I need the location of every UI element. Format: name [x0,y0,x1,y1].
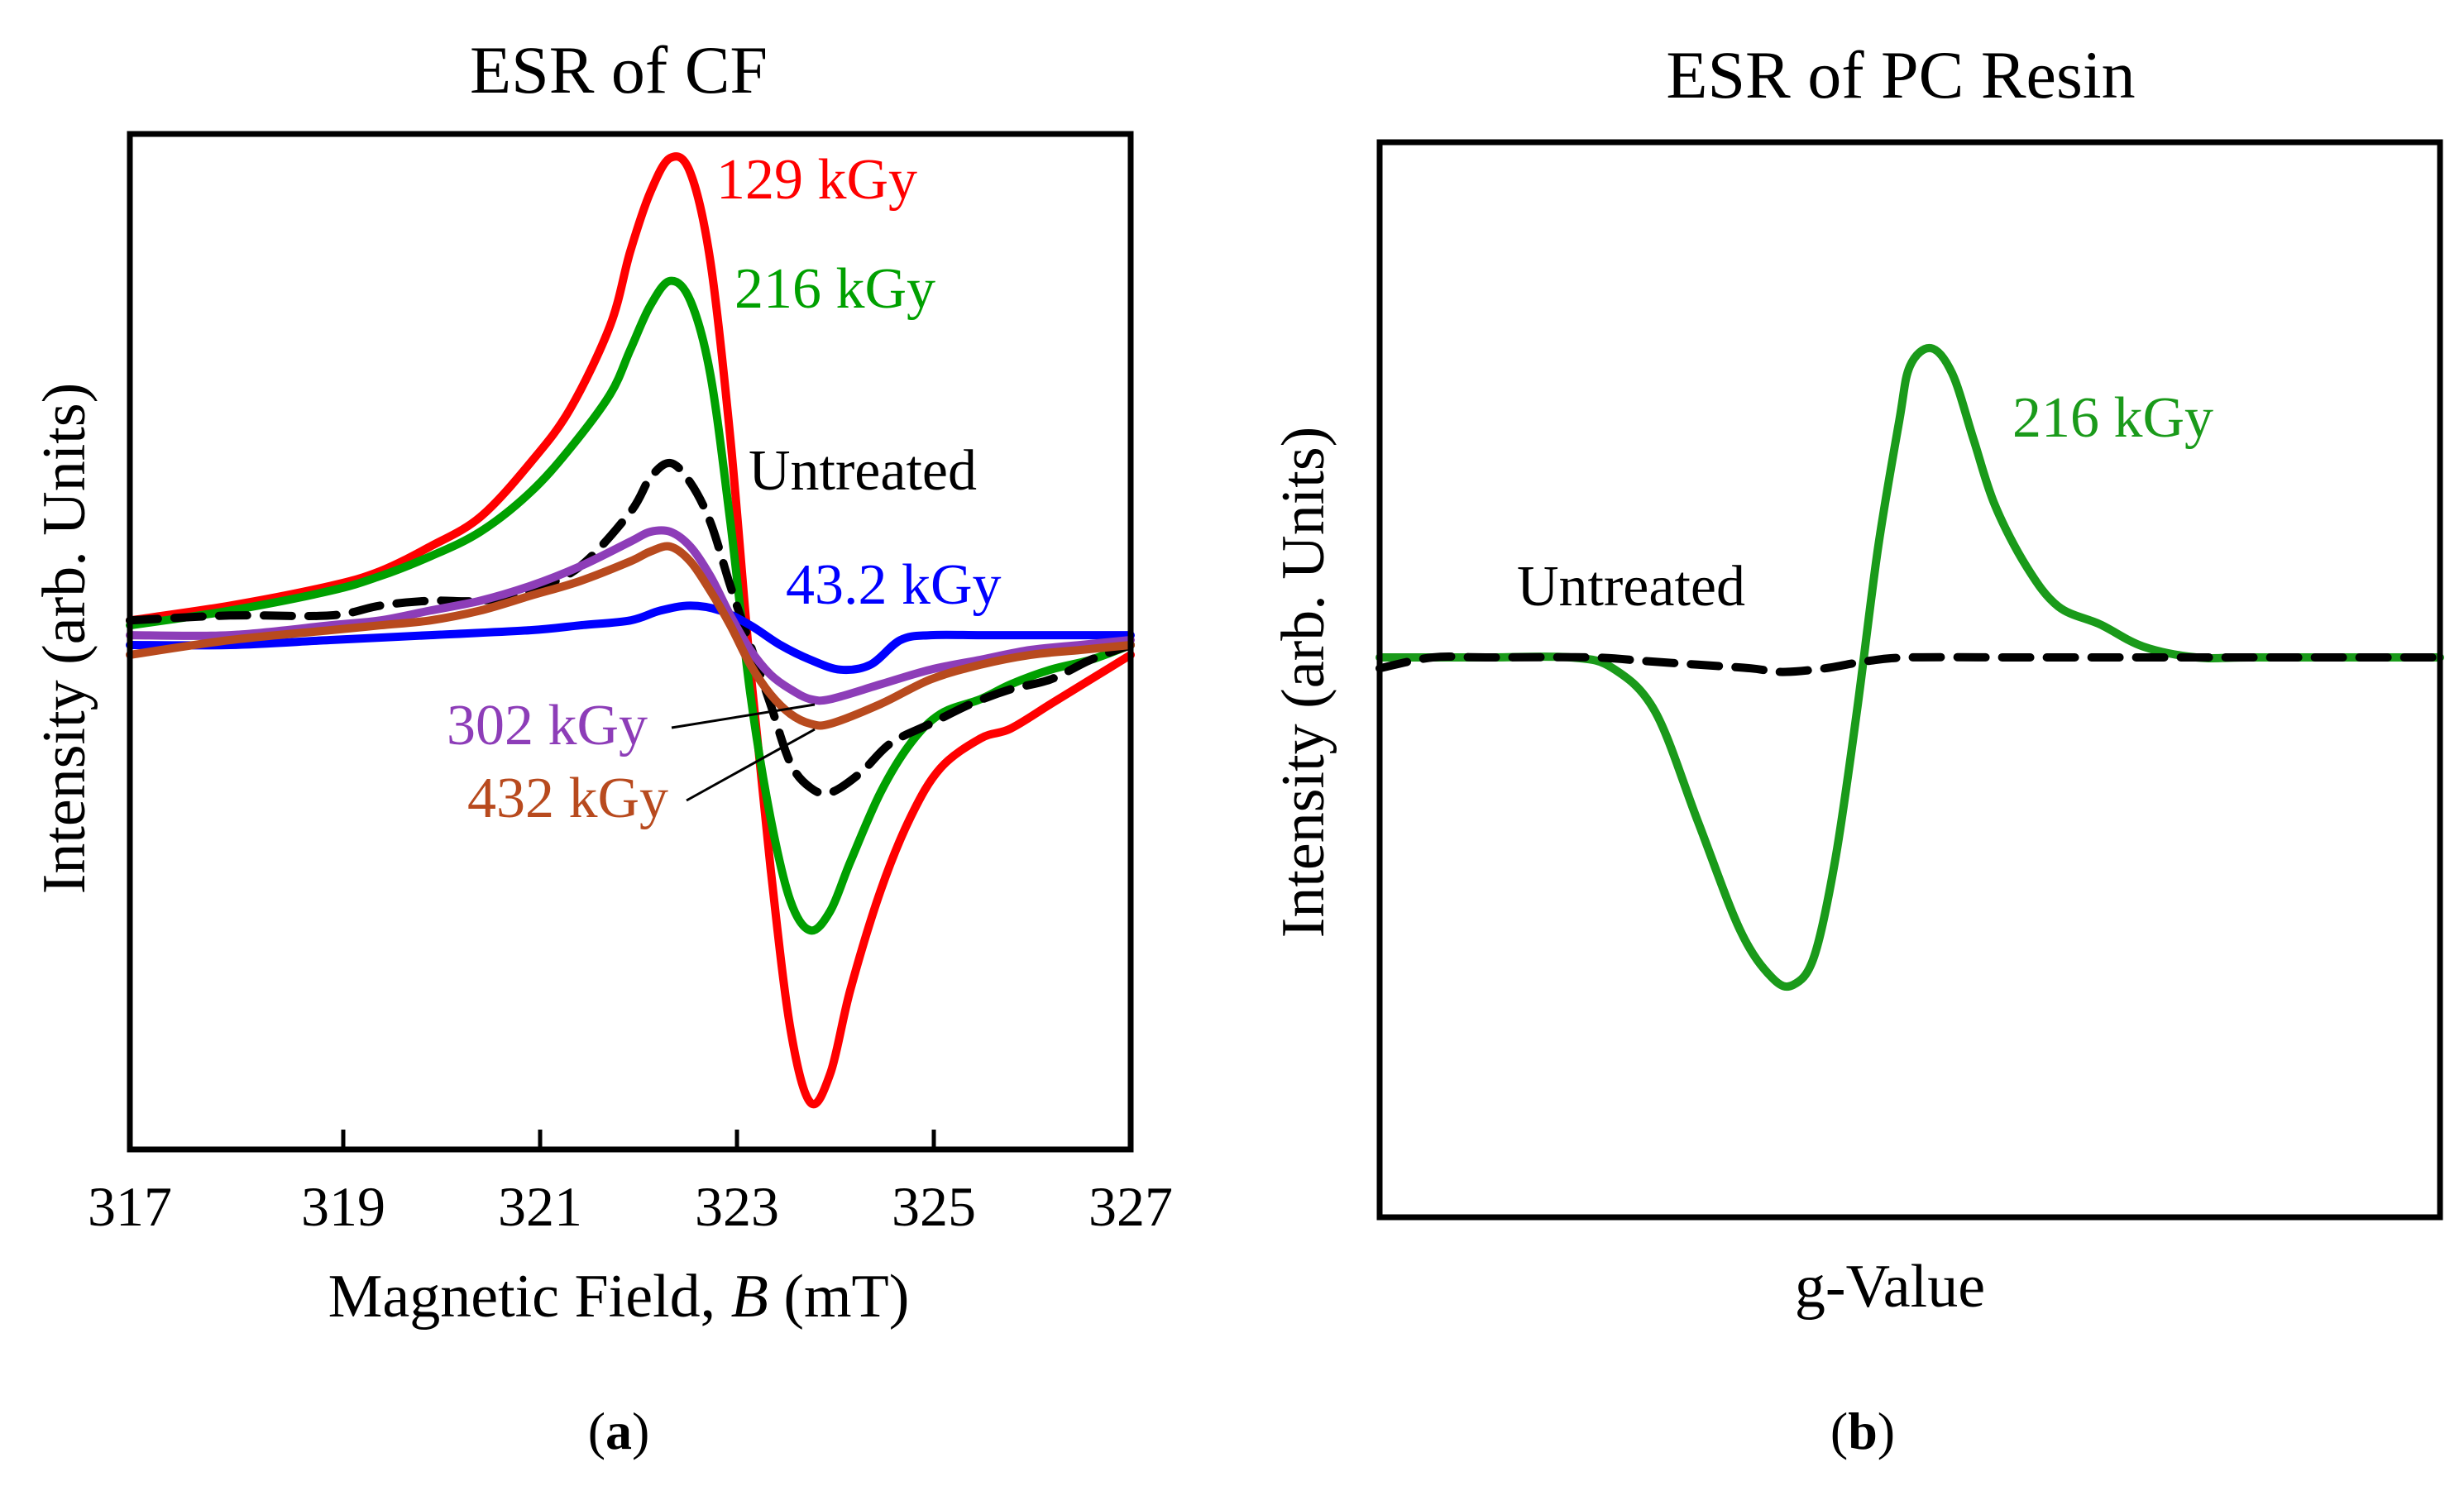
leader-line-302-kgy [671,703,816,729]
panel-b-x-axis-label: g-Value [1795,1253,1985,1321]
label-216-kgy: 216 kGy [2012,386,2213,450]
leader-line-432-kgy [686,728,816,802]
panel-a-x-ticks: 317 319 321 323 325 327 [88,1130,1173,1238]
panel-a-label: (a) [588,1402,650,1460]
label-untreated: Untreated [1517,555,1745,619]
panel-a-tick-label: 325 [892,1175,976,1238]
label-432-kgy: 432 kGy [467,767,668,830]
panel-b-y-axis-label: Intensity (arb. Units) [1270,427,1337,939]
panel-a-title: ESR of CF [470,32,768,108]
panel-a-letter: a [605,1402,632,1460]
series-line-432-kgy [126,542,1135,730]
panel-a-plot-frame [127,131,1134,1153]
series-line-302-kgy [126,526,1135,705]
x-axis-label-unit: (mT) [768,1263,910,1331]
panel-a-y-axis-label: Intensity (arb. Units) [31,383,98,895]
panel-b-letter: b [1848,1402,1878,1460]
panel-a-tick-label: 321 [498,1175,582,1238]
series-line-216-kgy [1376,343,2444,991]
panel-a: ESR of CF Intensity (arb. Units) 317 319… [31,32,1173,1460]
x-axis-label-variable: B [731,1263,768,1331]
label-216-kgy: 216 kGy [734,257,935,321]
panel-b-curves [1376,343,2444,991]
panel-b-label: (b) [1830,1402,1895,1460]
panel-b-plot-frame [1376,139,2443,1221]
label-untreated: Untreated [749,439,977,503]
panel-a-tick-label: 323 [695,1175,779,1238]
series-line-untreated [126,458,1135,798]
panel-a-tick-label: 317 [88,1175,172,1238]
label-302-kgy: 302 kGy [447,694,648,757]
panel-b-title: ESR of PC Resin [1666,37,2135,112]
series-line-129-kgy [126,152,1135,1109]
series-line-untreated [1376,652,2444,676]
label-43-2-kgy: 43.2 kGy [786,553,1002,617]
x-axis-label-prefix: Magnetic Field, [328,1263,731,1331]
panel-a-curves [126,152,1135,1109]
panel-a-tick-label: 327 [1088,1175,1173,1238]
panel-b: ESR of PC Resin Intensity (arb. Units) g… [1270,37,2444,1460]
panel-a-tick-label: 319 [301,1175,385,1238]
label-129-kgy: 129 kGy [716,148,917,212]
panel-a-x-axis-label: Magnetic Field, B (mT) [328,1263,910,1331]
